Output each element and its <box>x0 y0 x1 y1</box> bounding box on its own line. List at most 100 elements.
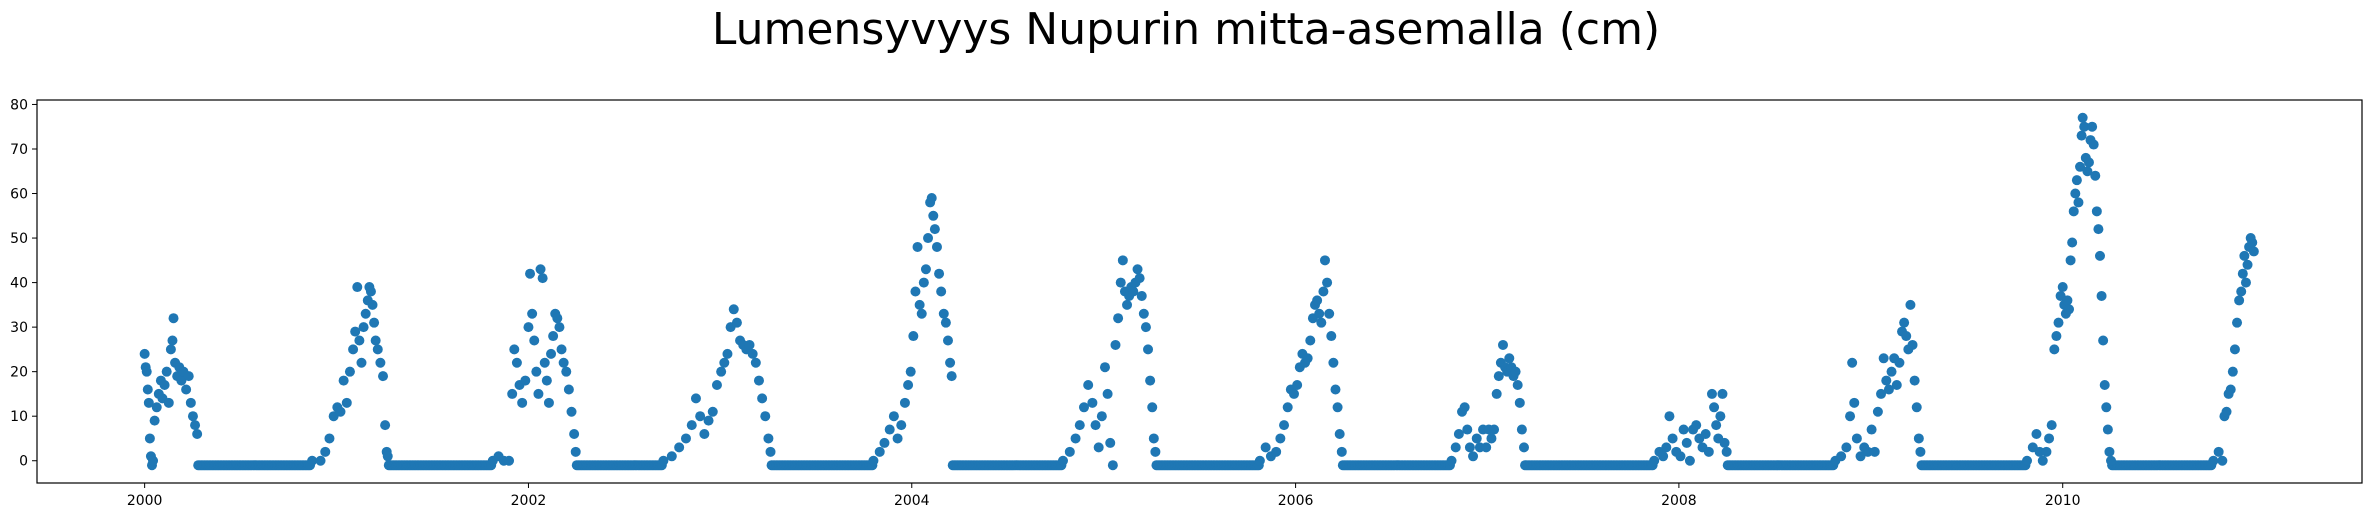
data-point <box>1260 442 1271 453</box>
data-point <box>936 286 947 297</box>
data-point <box>356 357 367 368</box>
data-point <box>1883 384 1894 395</box>
data-point <box>1450 442 1461 453</box>
data-point <box>561 366 572 377</box>
data-point <box>1312 295 1323 306</box>
data-point <box>159 380 170 391</box>
data-point <box>315 455 326 466</box>
data-point <box>504 455 515 466</box>
data-point <box>2240 277 2251 288</box>
data-point <box>525 268 536 279</box>
data-point <box>1087 397 1098 408</box>
data-point <box>2053 317 2064 328</box>
data-point <box>750 357 761 368</box>
data-point <box>699 429 710 440</box>
data-point <box>1064 446 1075 457</box>
data-point <box>1122 299 1133 310</box>
data-point <box>934 268 945 279</box>
data-point <box>1891 380 1902 391</box>
data-point <box>2213 446 2224 457</box>
data-point <box>1107 460 1118 471</box>
data-point <box>1316 317 1327 328</box>
data-point <box>1117 255 1128 266</box>
data-point <box>2242 259 2253 270</box>
data-point <box>1336 446 1347 457</box>
data-point <box>1512 380 1523 391</box>
y-tick-label: 50 <box>10 231 28 247</box>
data-point <box>517 397 528 408</box>
data-point <box>163 397 174 408</box>
data-point <box>2248 246 2259 257</box>
data-point <box>2093 224 2104 235</box>
data-point <box>1115 277 1126 288</box>
data-point <box>923 233 934 244</box>
data-point <box>192 429 203 440</box>
data-point <box>912 241 923 252</box>
data-point <box>1462 424 1473 435</box>
data-point <box>324 433 335 444</box>
data-point <box>369 317 380 328</box>
y-tick-label: 0 <box>19 454 28 470</box>
data-point <box>558 357 569 368</box>
data-point <box>884 424 895 435</box>
data-point <box>942 335 953 346</box>
data-point <box>2247 237 2258 248</box>
data-point <box>1096 411 1107 422</box>
data-point <box>1132 264 1143 275</box>
data-point <box>2068 206 2079 217</box>
data-point <box>1851 433 1862 444</box>
data-point <box>1302 353 1313 364</box>
data-point <box>1282 402 1293 413</box>
data-point <box>1913 433 1924 444</box>
data-point <box>1148 433 1159 444</box>
data-point <box>703 415 714 426</box>
data-point <box>1516 424 1527 435</box>
data-point <box>874 446 885 457</box>
data-point <box>1876 388 1887 399</box>
data-point <box>149 415 160 426</box>
data-point <box>1057 455 1068 466</box>
data-point <box>1318 286 1329 297</box>
data-point <box>899 397 910 408</box>
data-point <box>2227 366 2238 377</box>
data-point <box>2225 384 2236 395</box>
data-point <box>365 286 376 297</box>
data-point <box>348 344 359 355</box>
data-point <box>566 406 577 417</box>
data-point <box>1275 433 1286 444</box>
data-point <box>1849 397 1860 408</box>
data-point <box>335 406 346 417</box>
data-point <box>350 326 361 337</box>
data-point <box>920 264 931 275</box>
data-point <box>1703 446 1714 457</box>
data-point <box>370 335 381 346</box>
data-points <box>139 112 2259 471</box>
y-tick-label: 60 <box>10 187 28 203</box>
data-point <box>2229 344 2240 355</box>
data-point <box>2239 250 2250 261</box>
data-point <box>1128 286 1139 297</box>
data-point <box>1836 451 1847 462</box>
data-point <box>674 442 685 453</box>
data-point <box>344 366 355 377</box>
data-point <box>141 366 152 377</box>
data-point <box>1700 429 1711 440</box>
data-point <box>722 348 733 359</box>
data-point <box>352 282 363 293</box>
data-point <box>2079 121 2090 132</box>
data-point <box>1271 446 1282 457</box>
data-point <box>2044 433 2055 444</box>
data-point <box>1909 375 1920 386</box>
data-point <box>926 192 937 203</box>
data-point <box>2070 188 2081 199</box>
data-point <box>896 420 907 431</box>
data-point <box>2065 255 2076 266</box>
data-point <box>511 357 522 368</box>
axis-ticks: 2000 2002 2004 2006 2008 2010 0 10 20 30 40 50 60 70 8… <box>10 97 2080 509</box>
data-point <box>2071 175 2082 186</box>
data-point <box>1872 406 1883 417</box>
data-point <box>1459 402 1470 413</box>
data-point <box>176 375 187 386</box>
data-point <box>2022 455 2033 466</box>
